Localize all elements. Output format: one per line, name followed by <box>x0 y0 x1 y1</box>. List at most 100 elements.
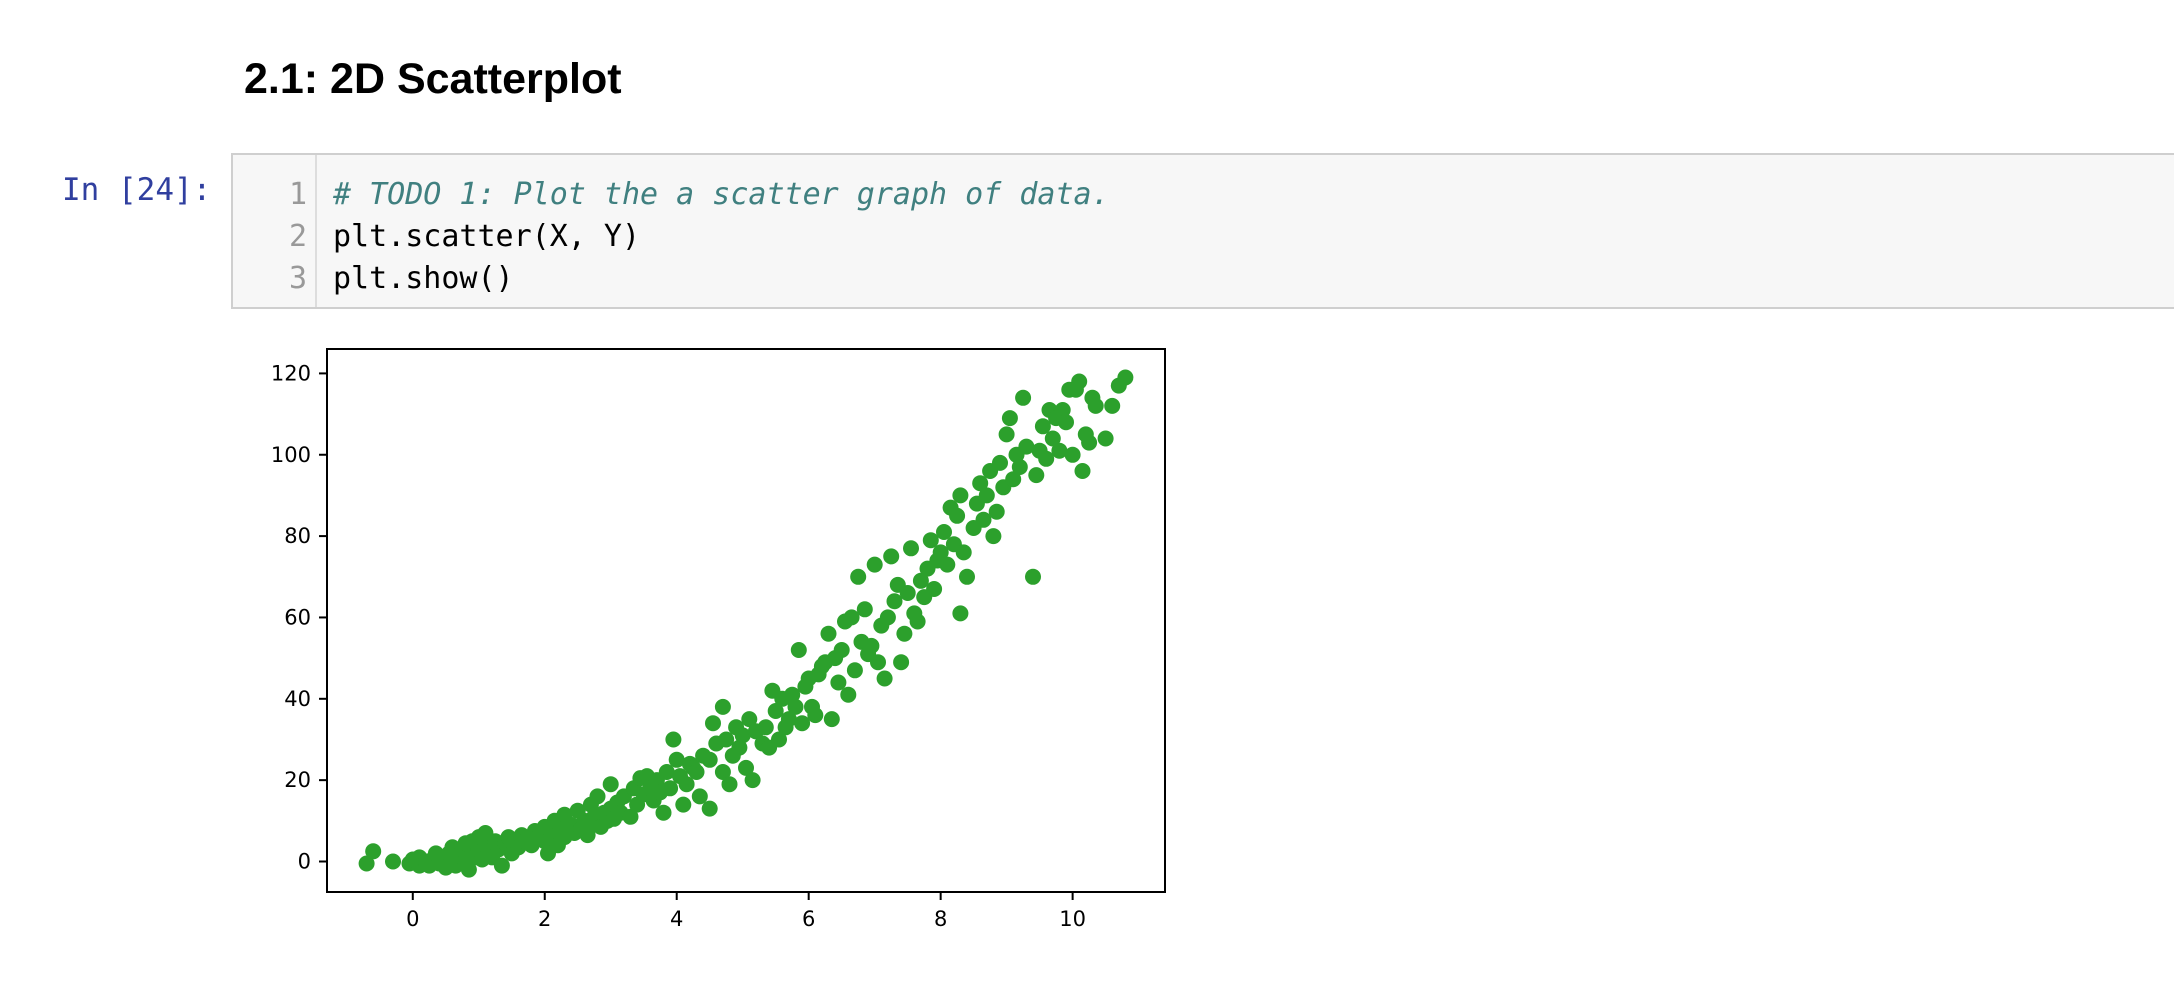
scatter-point <box>926 581 943 597</box>
scatter-point <box>741 711 758 728</box>
scatter-point <box>1005 471 1022 488</box>
x-tick-label: 6 <box>802 907 815 931</box>
scatter-point <box>731 739 748 756</box>
code-cell-editor[interactable]: 1 2 3 # TODO 1: Plot the a scatter graph… <box>231 153 2174 309</box>
scatter-point <box>992 454 1008 471</box>
scatter-point <box>932 544 949 561</box>
scatter-point <box>896 625 913 642</box>
scatter-point <box>850 568 867 585</box>
scatter-point <box>675 796 692 813</box>
scatter-point <box>1064 446 1081 463</box>
scatter-point <box>691 788 708 805</box>
scatter-point <box>771 731 787 748</box>
scatter-point <box>959 568 975 585</box>
line-number: 2 <box>288 219 307 254</box>
code-line-show[interactable]: plt.show() <box>333 261 514 296</box>
y-tick-label: 80 <box>284 524 311 548</box>
line-number: 1 <box>288 177 307 212</box>
scatter-point <box>893 654 910 671</box>
scatter-point <box>1104 397 1121 414</box>
x-tick-label: 2 <box>538 907 551 931</box>
section-heading: 2.1: 2D Scatterplot <box>244 55 622 103</box>
scatter-point <box>1018 438 1035 455</box>
scatter-point <box>840 686 857 703</box>
scatter-point <box>622 808 639 825</box>
scatter-point <box>879 609 896 626</box>
scatter-point <box>1011 459 1028 475</box>
scatter-point <box>936 524 952 540</box>
scatter-point <box>833 642 850 658</box>
code-line-comment[interactable]: # TODO 1: Plot the a scatter graph of da… <box>333 177 1110 212</box>
scatter-point <box>876 670 893 687</box>
line-number: 3 <box>288 261 307 296</box>
scatter-point <box>714 764 731 780</box>
scatter-point <box>985 528 1002 545</box>
scatter-point <box>1051 442 1068 459</box>
cell-prompt: In [24]: <box>62 172 212 208</box>
scatter-point <box>807 707 824 724</box>
scatter-point <box>972 475 989 492</box>
scatter-point <box>955 544 972 561</box>
scatter-point <box>662 780 679 797</box>
scatter-point <box>744 772 761 789</box>
scatter-point <box>830 674 847 691</box>
scatter-point <box>721 776 738 793</box>
scatter-point <box>899 585 916 601</box>
scatter-point <box>668 751 685 768</box>
scatter-point <box>1054 402 1071 418</box>
scatter-point <box>358 855 375 872</box>
points-layer <box>358 369 1134 878</box>
scatter-point <box>912 572 929 589</box>
scatter-point <box>949 507 966 524</box>
y-tick-label: 60 <box>284 605 311 629</box>
scatter-point <box>863 637 880 654</box>
scatter-point <box>883 548 900 565</box>
scatter-point <box>823 711 840 728</box>
scatter-point <box>909 613 926 630</box>
plot-frame <box>326 348 1166 893</box>
scatter-point <box>820 625 837 642</box>
scatter-point <box>1038 450 1055 467</box>
scatter-point <box>655 804 672 821</box>
scatter-point <box>952 487 969 504</box>
scatter-point <box>1015 389 1032 406</box>
scatter-point <box>1058 414 1074 431</box>
y-tick-label: 20 <box>284 768 311 792</box>
scatter-point <box>602 776 619 793</box>
scatter-point <box>1087 397 1104 414</box>
scatter-point <box>738 759 754 776</box>
y-tick-label: 120 <box>271 361 311 385</box>
scatter-point <box>952 605 969 622</box>
scatter-point <box>1028 467 1045 484</box>
scatter-point <box>718 731 735 748</box>
scatter-point <box>784 686 801 703</box>
y-tick-label: 100 <box>271 443 311 467</box>
scatter-point <box>678 776 695 793</box>
x-tick-label: 4 <box>670 907 683 931</box>
scatter-point <box>665 731 682 748</box>
scatter-point <box>856 601 873 618</box>
scatter-point <box>1097 430 1114 447</box>
scatter-point <box>1025 568 1041 585</box>
x-tick-label: 8 <box>934 907 947 931</box>
scatter-point <box>701 800 718 817</box>
cell-output: 0 2 4 6 8 10 0 20 40 60 80 100 120 <box>240 332 1180 952</box>
x-tick-label: 10 <box>1059 907 1086 931</box>
scatter-point <box>843 609 860 626</box>
scatter-point <box>1074 463 1091 479</box>
scatter-point <box>460 861 477 878</box>
scatter-point <box>688 764 705 780</box>
scatter-point <box>903 540 919 557</box>
scatter-point <box>975 511 992 528</box>
code-line-scatter[interactable]: plt.scatter(X, Y) <box>333 219 641 254</box>
scatter-point <box>870 654 886 671</box>
line-number-gutter: 1 2 3 <box>233 155 317 307</box>
scatter-point <box>493 857 510 874</box>
x-tick-label: 0 <box>406 907 419 931</box>
scatter-point <box>1081 434 1098 451</box>
scatter-point <box>787 698 804 715</box>
scatter-point <box>701 751 718 768</box>
scatter-point <box>658 764 675 780</box>
